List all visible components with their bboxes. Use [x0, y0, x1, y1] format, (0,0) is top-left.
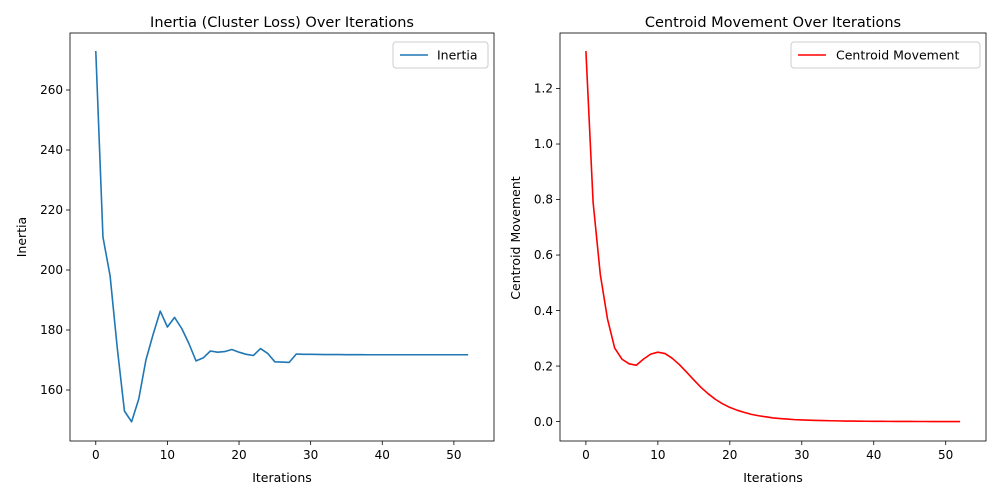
centroid-x-tick-label: 20: [722, 448, 737, 462]
inertia-y-tick-label: 180: [40, 323, 63, 337]
inertia-x-ticks: 0 10 20 30 40 50: [92, 441, 462, 462]
centroid-x-tick-label: 50: [938, 448, 953, 462]
centroid-lines: [585, 51, 961, 423]
centroid-x-ticks: 0 10 20 30 40 50: [582, 441, 953, 462]
inertia-chart: Inertia (Cluster Loss) Over Iterations I…: [14, 15, 495, 485]
centroid-series-line: [585, 51, 961, 423]
inertia-x-tick-label: 20: [231, 448, 246, 462]
centroid-x-tick-label: 10: [650, 448, 665, 462]
inertia-plot-area: [69, 32, 495, 442]
inertia-x-tick-label: 30: [303, 448, 318, 462]
centroid-y-tick-label: 1.0: [534, 137, 553, 151]
centroid-plot-area: [559, 32, 987, 442]
inertia-x-tick-label: 50: [446, 448, 461, 462]
centroid-y-ticks: 0.0 0.2 0.4 0.6 0.8 1.0 1.2: [534, 82, 560, 429]
inertia-lines: [94, 50, 469, 423]
inertia-y-tick-label: 220: [40, 203, 63, 217]
inertia-series-line: [94, 50, 469, 423]
centroid-movement-chart: Centroid Movement Over Iterations Iterat…: [508, 15, 987, 485]
centroid-y-tick-label: 0.8: [534, 193, 553, 207]
centroid-y-tick-label: 0.6: [534, 248, 553, 262]
centroid-x-tick-label: 0: [582, 448, 590, 462]
centroid-y-tick-label: 0.0: [534, 415, 553, 429]
centroid-y-tick-label: 1.2: [534, 82, 553, 96]
inertia-chart-title: Inertia (Cluster Loss) Over Iterations: [150, 15, 414, 31]
inertia-y-tick-label: 160: [40, 383, 63, 397]
centroid-chart-title: Centroid Movement Over Iterations: [645, 15, 901, 31]
inertia-x-axis-label: Iterations: [252, 470, 312, 485]
inertia-y-tick-label: 260: [40, 83, 63, 97]
centroid-y-tick-label: 0.4: [534, 304, 553, 318]
inertia-x-tick-label: 10: [160, 448, 175, 462]
inertia-x-tick-label: 40: [375, 448, 390, 462]
centroid-y-axis-label: Centroid Movement: [508, 176, 523, 299]
inertia-y-ticks: 160 180 200 220 240 260: [40, 83, 70, 397]
inertia-x-tick-label: 0: [92, 448, 100, 462]
inertia-legend-label: Inertia: [437, 48, 477, 63]
centroid-legend-label: Centroid Movement: [836, 48, 959, 63]
inertia-y-axis-label: Inertia: [14, 217, 29, 257]
inertia-y-tick-label: 200: [40, 263, 63, 277]
centroid-legend: Centroid Movement: [790, 41, 981, 69]
centroid-legend-box: [790, 41, 981, 69]
centroid-x-axis-label: Iterations: [743, 470, 803, 485]
centroid-x-tick-label: 30: [794, 448, 809, 462]
centroid-x-tick-label: 40: [866, 448, 881, 462]
centroid-y-tick-label: 0.2: [534, 359, 553, 373]
inertia-legend-box: [392, 41, 489, 69]
inertia-y-tick-label: 240: [40, 143, 63, 157]
inertia-legend: Inertia: [392, 41, 489, 69]
